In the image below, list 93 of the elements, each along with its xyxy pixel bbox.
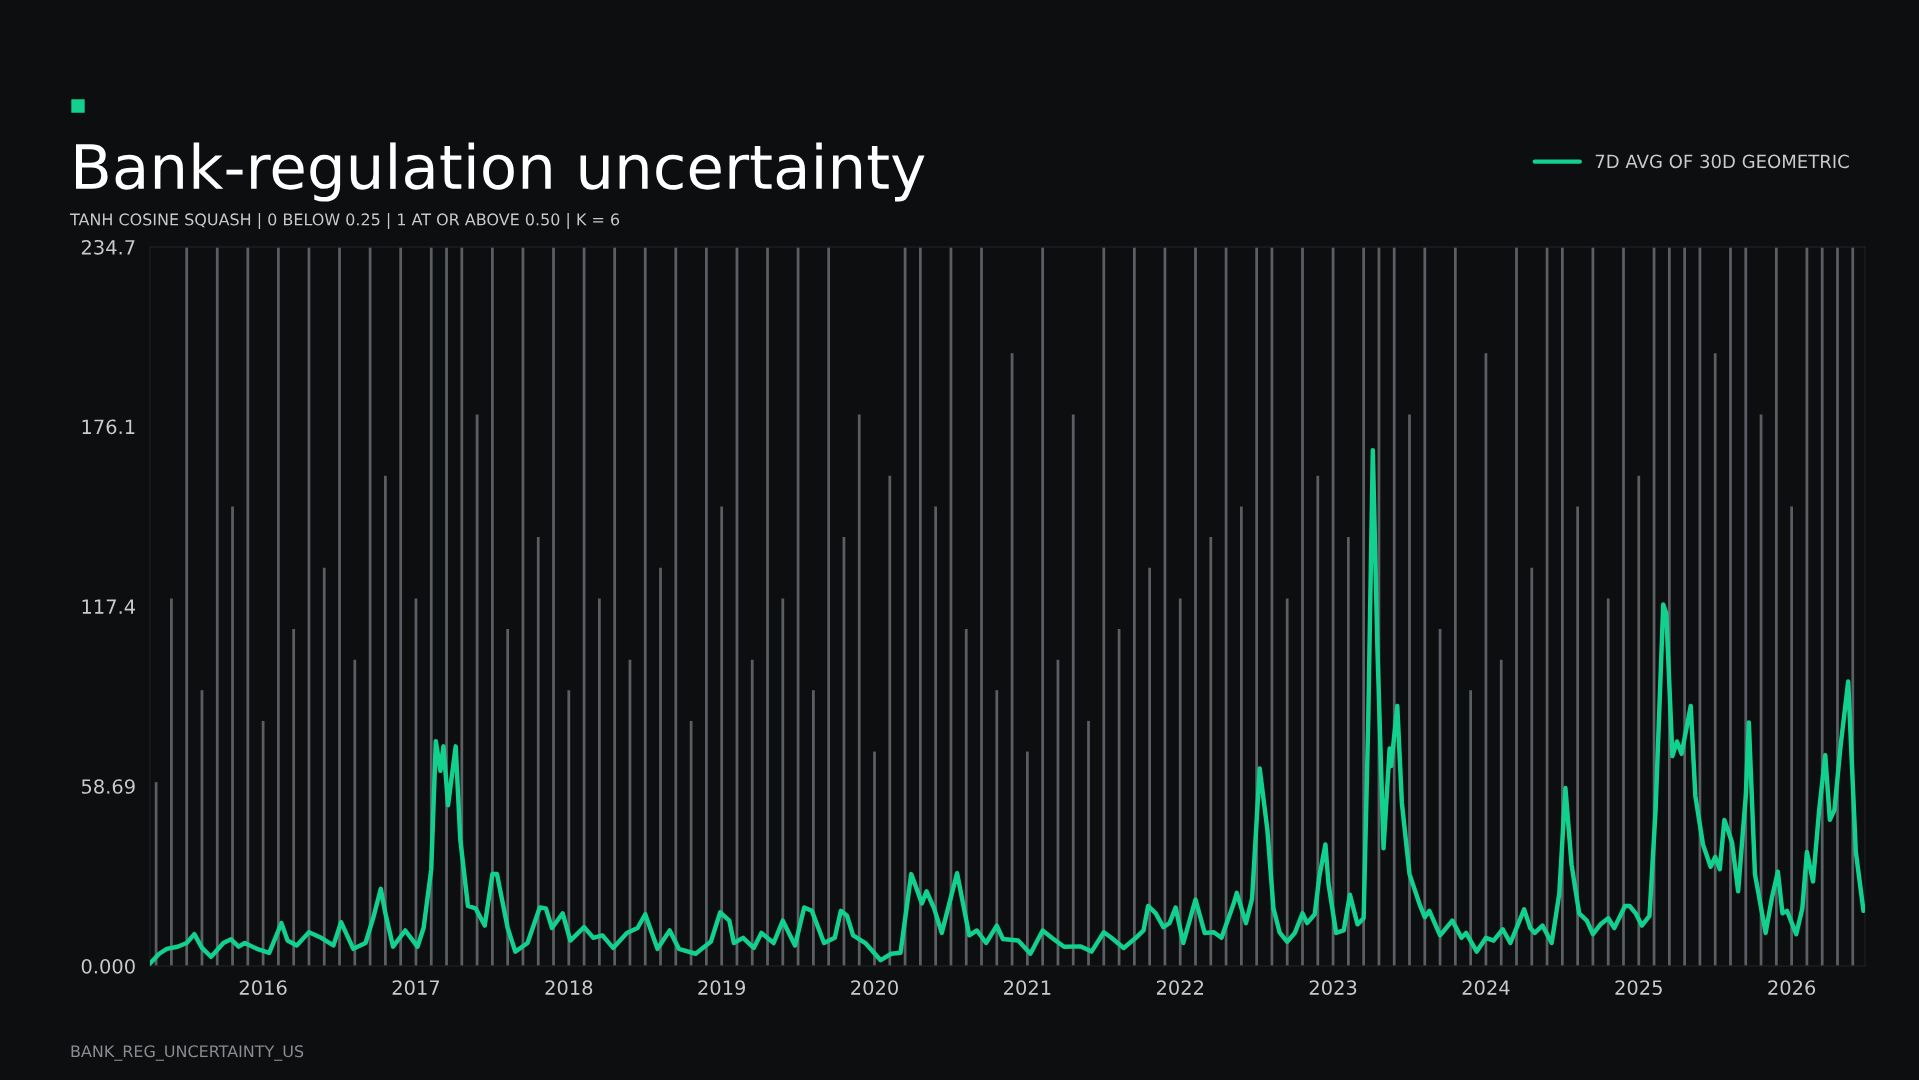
- x-tick-label: 2016: [239, 980, 287, 995]
- bar: [1148, 567, 1152, 966]
- bar: [1713, 353, 1717, 966]
- bar: [720, 506, 724, 966]
- bar: [1071, 414, 1075, 966]
- bar: [1790, 506, 1794, 966]
- bar: [1239, 506, 1243, 966]
- x-tick-label: 2024: [1462, 980, 1510, 995]
- bar: [1316, 475, 1320, 966]
- bar: [812, 690, 815, 966]
- bar: [536, 537, 540, 966]
- bar: [1194, 247, 1197, 966]
- x-tick-label: 2019: [698, 980, 746, 995]
- bar: [919, 247, 922, 966]
- legend-label: 7D AVG OF 30D GEOMETRIC: [1595, 154, 1849, 169]
- bar: [399, 247, 403, 966]
- bar: [827, 247, 831, 966]
- bar: [384, 475, 387, 966]
- bar: [1515, 247, 1518, 966]
- bar: [1606, 598, 1610, 966]
- bar: [1423, 247, 1427, 966]
- bar: [1576, 506, 1580, 966]
- y-tick-label: 176.1: [82, 419, 135, 435]
- bar: [1102, 247, 1106, 966]
- y-tick-label: 0.000: [81, 958, 135, 974]
- bar: [231, 506, 234, 966]
- bar: [246, 247, 250, 966]
- bar: [750, 659, 754, 966]
- bar: [766, 247, 769, 966]
- bar: [1026, 751, 1029, 966]
- bar: [1392, 247, 1396, 966]
- bar: [1178, 598, 1182, 966]
- x-tick-label: 2017: [392, 980, 440, 995]
- bar: [567, 690, 571, 966]
- bar: [353, 659, 357, 966]
- text: BANK_REG_UNCERTAINTY_US: [71, 1045, 304, 1061]
- y-tick-label: 234.7: [81, 239, 135, 255]
- bar: [674, 247, 678, 966]
- bar: [934, 506, 938, 966]
- x-tick-label: 2022: [1156, 980, 1204, 995]
- bar: [980, 247, 983, 966]
- bar: [1469, 690, 1473, 966]
- x-tick-label: 2023: [1309, 980, 1357, 995]
- bar: [1453, 247, 1457, 966]
- bar: [1346, 537, 1350, 966]
- x-tick-label: 2020: [851, 980, 898, 995]
- bar: [1087, 720, 1090, 966]
- bar: [643, 247, 647, 966]
- bar: [277, 247, 280, 966]
- bar: [491, 247, 494, 966]
- chart-title: Bank-regulation uncertainty: [76, 142, 925, 202]
- bar: [705, 247, 708, 966]
- bar: [1622, 247, 1625, 966]
- bar: [781, 598, 785, 966]
- bar: [460, 247, 464, 966]
- bar: [1729, 247, 1732, 966]
- bar: [1285, 598, 1289, 966]
- x-tick-label: 2018: [545, 980, 593, 995]
- bar: [1132, 247, 1136, 966]
- bar: [185, 247, 189, 966]
- bar: [1408, 414, 1411, 966]
- bar: [1774, 247, 1778, 966]
- bar: [552, 247, 555, 966]
- y-tick-label: 117.4: [82, 599, 136, 614]
- bar: [873, 751, 876, 966]
- bar: [1209, 537, 1213, 966]
- bar: [338, 247, 341, 966]
- bar: [598, 598, 601, 966]
- bar: [1499, 659, 1503, 966]
- bar: [170, 598, 173, 966]
- bar: [613, 247, 617, 966]
- bar: [888, 475, 892, 966]
- bar: [215, 247, 219, 966]
- bar: [1820, 247, 1824, 966]
- bar: [659, 567, 662, 966]
- bar: [964, 629, 968, 966]
- bar: [1530, 567, 1534, 966]
- bar: [857, 414, 861, 966]
- bar: [1637, 475, 1641, 966]
- y-tick-label: 58.69: [81, 779, 135, 794]
- x-tick-label: 2025: [1615, 980, 1662, 995]
- x-tick-label: 2026: [1768, 980, 1816, 995]
- bar: [445, 247, 448, 966]
- bar: [1683, 247, 1687, 966]
- x-tick-label: 2021: [1004, 980, 1051, 995]
- bar: [1836, 247, 1839, 966]
- bar: [995, 690, 999, 966]
- bar: [1041, 247, 1045, 966]
- bar: [322, 567, 326, 966]
- bar: [292, 629, 296, 966]
- bar: [1301, 247, 1304, 966]
- chart-subtitle: TANH COSINE SQUASH | 0 BELOW 0.25 | 1 AT OR ABOVE 0.50 | K = 6: [69, 213, 620, 229]
- bar: [506, 629, 510, 966]
